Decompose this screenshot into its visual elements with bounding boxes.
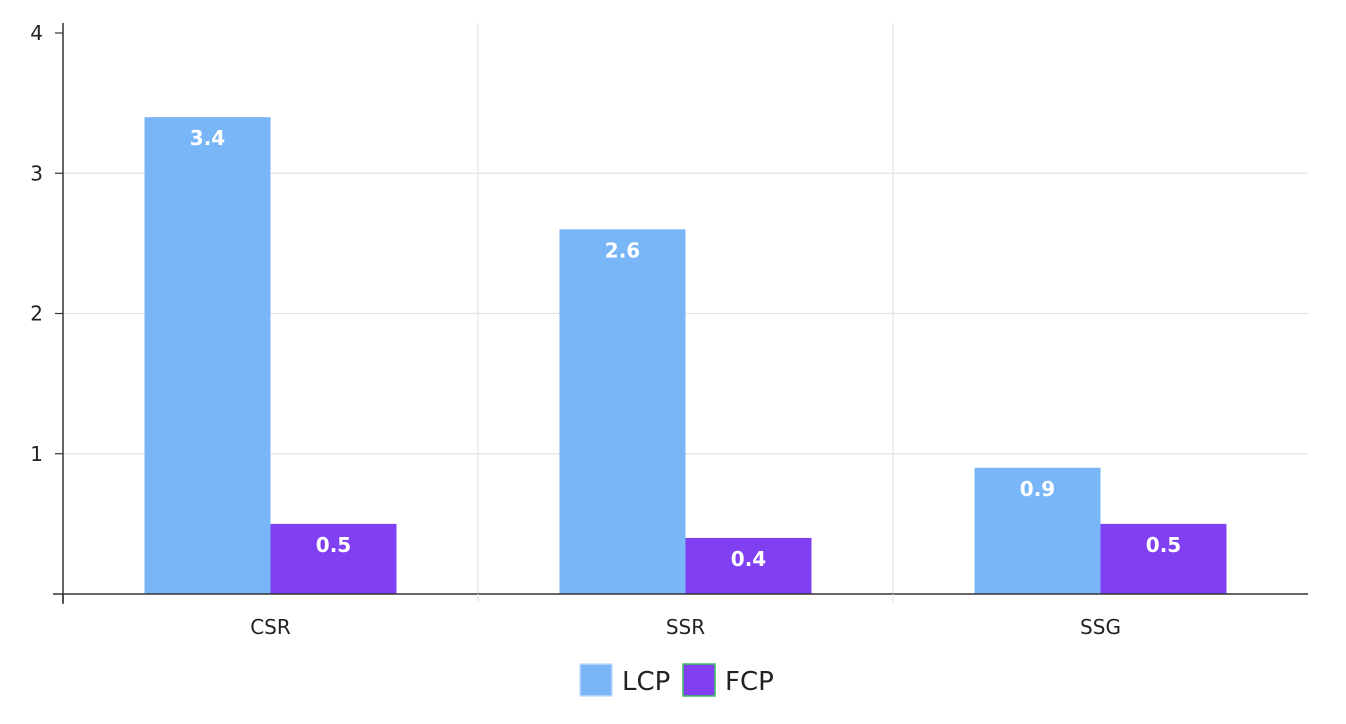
data-label: 0.4	[731, 547, 766, 571]
bar-lcp-ssg	[974, 467, 1101, 594]
data-label: 0.5	[1146, 533, 1181, 557]
axes	[53, 23, 1308, 604]
x-tick-label: SSR	[666, 615, 705, 639]
x-tick-label: SSG	[1080, 615, 1121, 639]
data-label: 2.6	[605, 238, 640, 262]
data-labels: 3.4 0.5 2.6 0.4 0.9 0.5	[190, 126, 1181, 571]
bar-lcp-csr	[144, 117, 271, 595]
y-tick-label: 4	[30, 21, 43, 45]
legend-label-fcp[interactable]: FCP	[725, 667, 774, 697]
bar-fcp-csr	[270, 523, 397, 594]
legend-label-lcp[interactable]: LCP	[622, 667, 670, 697]
y-tick-label: 3	[30, 161, 43, 185]
legend-swatch-lcp[interactable]	[579, 663, 613, 697]
data-label: 0.5	[316, 533, 351, 557]
bar-fcp-ssg	[1100, 523, 1227, 594]
legend-swatch-fcp[interactable]	[682, 663, 716, 697]
data-label: 0.9	[1020, 477, 1055, 501]
y-axis-ticks: 1 2 3 4	[30, 21, 63, 466]
data-label: 3.4	[190, 126, 225, 150]
bar-lcp-ssr	[559, 229, 686, 594]
y-tick-label: 1	[30, 442, 43, 466]
y-tick-label: 2	[30, 302, 43, 326]
legend: LCP FCP	[579, 663, 774, 697]
x-axis-ticks: CSR SSR SSG	[250, 594, 1121, 639]
bar-fcp-ssr	[685, 537, 812, 594]
bars	[144, 117, 1227, 595]
x-tick-label: CSR	[250, 615, 291, 639]
